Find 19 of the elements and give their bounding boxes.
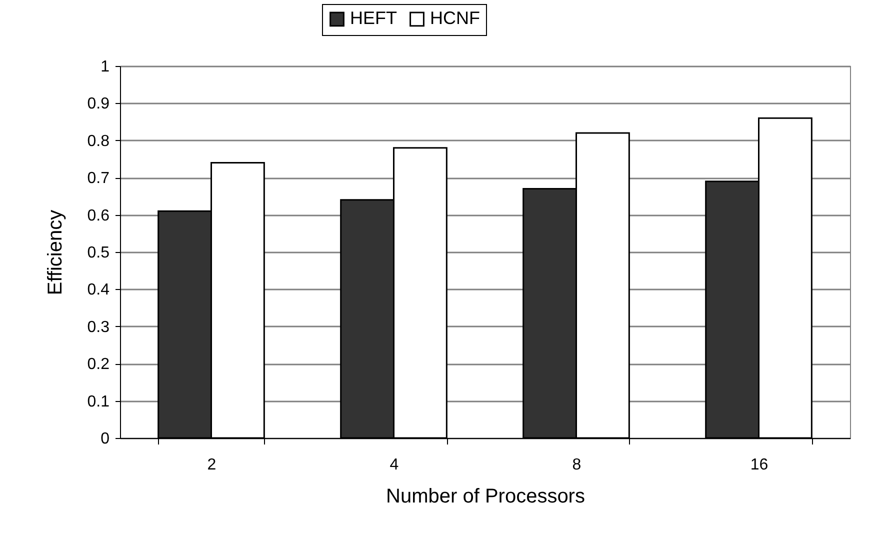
y-tick-label: 0	[100, 430, 110, 448]
y-tick-label: 0.8	[87, 132, 110, 150]
x-tick-label: 4	[390, 456, 399, 474]
y-tick-label: 0.1	[87, 393, 110, 410]
y-tick-label: 0.5	[87, 244, 110, 262]
x-tick-label: 16	[750, 456, 768, 474]
x-tick-label: 8	[572, 456, 582, 474]
y-tick-label: 0.3	[87, 318, 110, 336]
legend-label: HEFT	[350, 8, 397, 28]
y-tick-label: 0.2	[87, 356, 110, 374]
x-axis-title: Number of Processors	[386, 486, 585, 508]
x-tick-label: 2	[207, 456, 216, 474]
y-tick-label: 0.7	[87, 170, 110, 188]
y-tick-label: 0.9	[87, 96, 110, 113]
y-tick-label: 0.4	[87, 282, 110, 299]
y-tick-label: 0.6	[87, 207, 110, 224]
legend-label: HCNF	[430, 8, 480, 28]
y-axis-title: Efficiency	[44, 210, 66, 296]
y-tick-label: 1	[100, 58, 110, 76]
